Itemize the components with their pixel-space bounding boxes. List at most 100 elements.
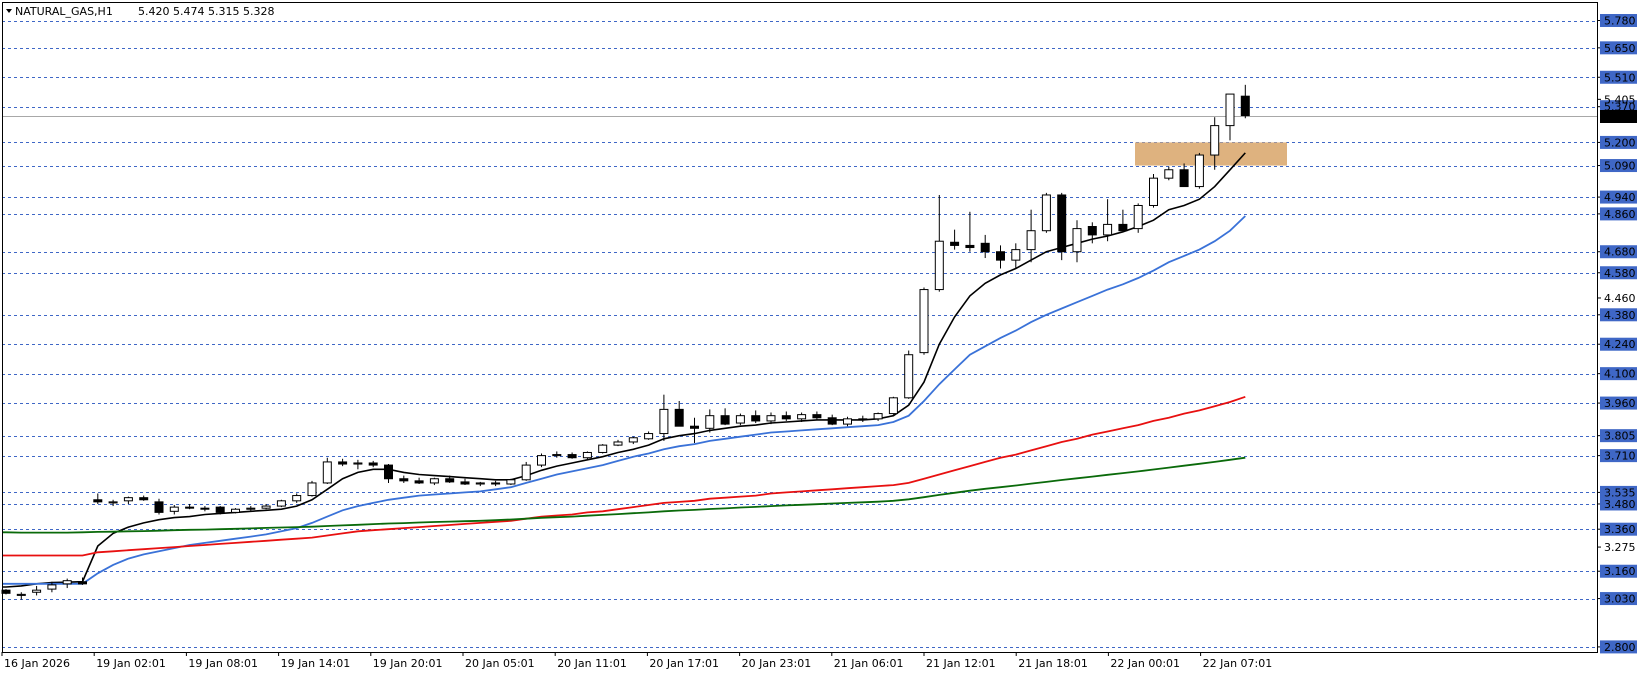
candle-body bbox=[1149, 177, 1158, 206]
candle bbox=[154, 498, 164, 515]
candle bbox=[506, 478, 516, 486]
price-label: 5.780 bbox=[1604, 15, 1636, 28]
candle bbox=[582, 451, 592, 460]
candle bbox=[200, 506, 210, 512]
time-label: 20 Jan 23:01 bbox=[742, 657, 812, 670]
candle bbox=[62, 578, 72, 589]
price-label-box bbox=[1600, 41, 1637, 55]
time-label: 21 Jan 12:01 bbox=[926, 657, 996, 670]
candle-body bbox=[521, 464, 531, 481]
candle-body bbox=[552, 454, 562, 457]
price-label-box bbox=[1600, 592, 1637, 606]
candle bbox=[965, 211, 975, 252]
candle bbox=[843, 416, 852, 427]
candle-body bbox=[980, 242, 990, 253]
candle-body bbox=[276, 500, 286, 507]
candle-body bbox=[659, 408, 669, 435]
dropdown-triangle-icon[interactable] bbox=[6, 9, 12, 13]
candle bbox=[873, 412, 883, 421]
candle-body bbox=[598, 444, 608, 453]
candle-body bbox=[1103, 223, 1113, 236]
price-label-box bbox=[1600, 497, 1637, 511]
candle-body bbox=[16, 593, 26, 596]
candle-body bbox=[1194, 154, 1204, 188]
candle bbox=[537, 453, 546, 468]
price-label-box bbox=[1600, 135, 1637, 149]
price-axis: 5.7805.6505.5105.3705.2005.0904.9404.860… bbox=[1597, 2, 1637, 654]
candle-body bbox=[78, 581, 87, 585]
time-label: 21 Jan 06:01 bbox=[834, 657, 904, 670]
candle-body bbox=[613, 441, 623, 446]
candle bbox=[1118, 209, 1128, 232]
candle-body bbox=[812, 414, 822, 419]
candle-body bbox=[1133, 204, 1143, 230]
price-label-box bbox=[1600, 159, 1637, 173]
price-label: 3.360 bbox=[1604, 523, 1636, 536]
price-label: 4.100 bbox=[1604, 368, 1636, 381]
candle bbox=[231, 508, 240, 514]
candle-body bbox=[154, 501, 164, 513]
moving-average-line bbox=[2, 456, 1246, 534]
candle-body bbox=[996, 251, 1005, 261]
candle bbox=[246, 506, 256, 512]
candle bbox=[552, 451, 562, 458]
header: NATURAL_GAS,H1 5.420 5.474 5.315 5.328 bbox=[6, 5, 274, 18]
price-label-box bbox=[1600, 640, 1637, 654]
candle-body bbox=[735, 415, 745, 424]
candle-body bbox=[1041, 194, 1051, 232]
candle-body bbox=[1087, 226, 1097, 236]
price-label: 4.860 bbox=[1604, 208, 1636, 221]
price-label: 5.510 bbox=[1604, 71, 1636, 84]
candle-body bbox=[338, 461, 348, 465]
price-label-box bbox=[1600, 207, 1637, 221]
candle bbox=[1179, 163, 1189, 188]
candle-body bbox=[674, 408, 684, 427]
candle-body bbox=[965, 244, 975, 249]
time-label: 20 Jan 11:01 bbox=[557, 657, 627, 670]
candle bbox=[93, 493, 103, 504]
price-label-box bbox=[1600, 367, 1637, 381]
candle bbox=[276, 499, 286, 508]
candle-body bbox=[888, 397, 898, 415]
current-price-box bbox=[1600, 110, 1637, 123]
candle-body bbox=[781, 415, 791, 420]
candle bbox=[460, 478, 470, 486]
price-label: 3.030 bbox=[1604, 593, 1636, 606]
price-label-box bbox=[1600, 100, 1637, 114]
price-label-box bbox=[1600, 70, 1637, 84]
price-label-box bbox=[1600, 396, 1637, 410]
price-label-box bbox=[1600, 190, 1637, 204]
candle bbox=[690, 417, 699, 444]
price-label-box bbox=[1600, 449, 1637, 463]
price-label: 3.275 bbox=[1604, 541, 1636, 554]
price-label-box bbox=[1600, 266, 1637, 280]
candle-body bbox=[491, 482, 501, 485]
candle bbox=[1149, 173, 1158, 208]
time-label: 16 Jan 2026 bbox=[4, 657, 70, 670]
candle-body bbox=[797, 414, 807, 420]
candle bbox=[919, 287, 929, 355]
price-label: 3.535 bbox=[1604, 486, 1636, 499]
candle-body bbox=[215, 506, 225, 513]
candle-body bbox=[123, 497, 133, 502]
candle-body bbox=[751, 415, 761, 422]
candle bbox=[1, 589, 11, 595]
candle bbox=[812, 411, 822, 420]
candle-body bbox=[1, 589, 11, 594]
candle-body bbox=[261, 505, 271, 509]
time-label: 19 Jan 08:01 bbox=[188, 657, 258, 670]
candle bbox=[567, 452, 577, 459]
candle bbox=[1041, 192, 1051, 233]
candle bbox=[169, 505, 179, 515]
candle-body bbox=[429, 478, 439, 484]
moving-average-line bbox=[2, 152, 1246, 588]
candle-body bbox=[950, 241, 960, 246]
time-label: 22 Jan 00:01 bbox=[1110, 657, 1180, 670]
price-label: 4.460 bbox=[1604, 292, 1636, 305]
candle-body bbox=[475, 482, 485, 485]
candle-body bbox=[307, 482, 317, 497]
price-label: 5.200 bbox=[1604, 136, 1636, 149]
price-label: 3.710 bbox=[1604, 450, 1636, 463]
candle bbox=[1164, 166, 1174, 181]
